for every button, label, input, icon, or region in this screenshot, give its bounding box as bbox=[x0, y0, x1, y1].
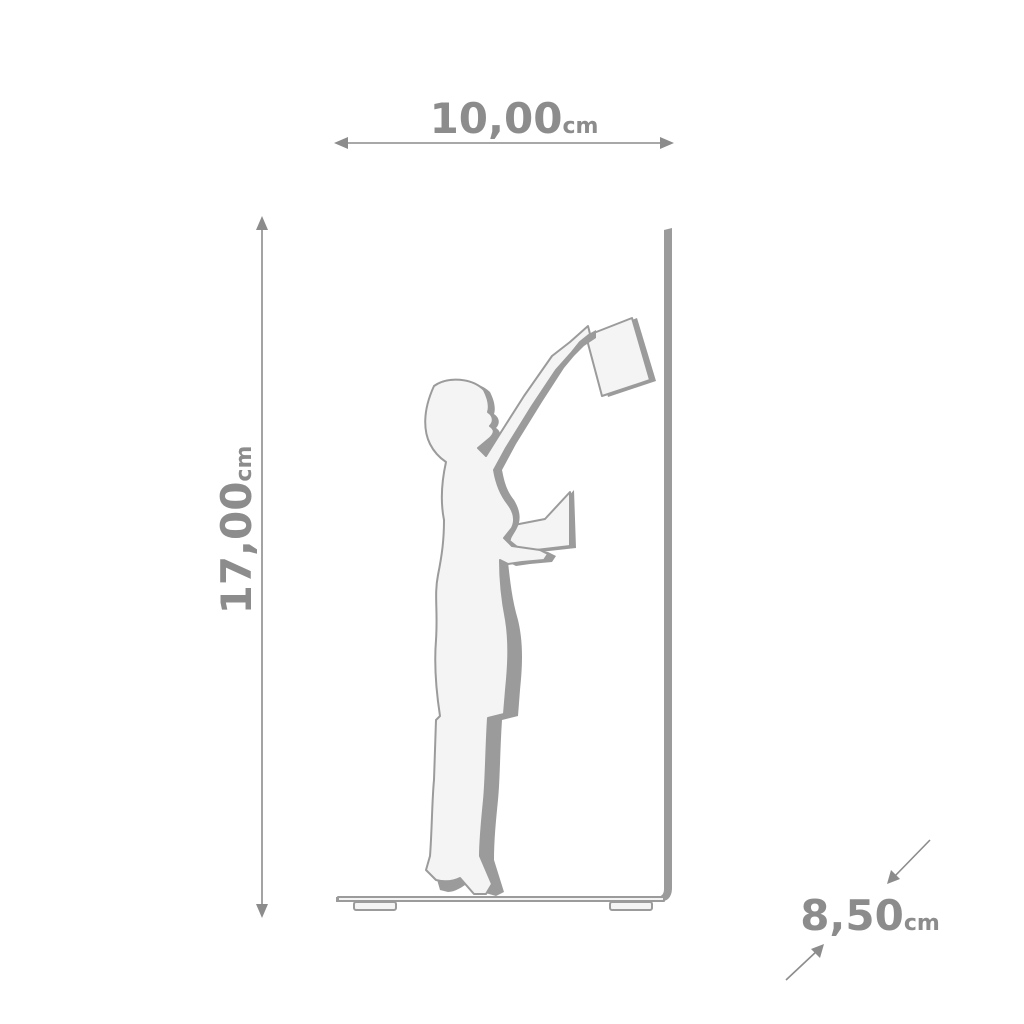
height-value: 17,00 bbox=[212, 482, 261, 615]
bookend-product bbox=[336, 228, 672, 911]
depth-label: 8,50cm bbox=[800, 891, 940, 940]
bookend-foot-left bbox=[353, 901, 397, 911]
falling-book-icon bbox=[585, 317, 656, 397]
width-unit: cm bbox=[562, 114, 598, 139]
falling-book-cover bbox=[585, 317, 651, 397]
width-value: 10,00 bbox=[430, 94, 563, 143]
depth-unit: cm bbox=[904, 911, 940, 936]
depth-arrow-lower-head bbox=[811, 944, 824, 958]
bookend-foot-right bbox=[609, 901, 653, 911]
height-dimension: 17,00cm bbox=[212, 216, 268, 918]
bookend-frame bbox=[336, 228, 672, 911]
height-arrow-bottom bbox=[256, 904, 268, 918]
width-dimension: 10,00cm bbox=[334, 94, 674, 149]
depth-arrow-upper-head bbox=[887, 870, 900, 884]
depth-arrow-lower bbox=[785, 949, 819, 981]
depth-dimension: 8,50cm bbox=[785, 839, 940, 981]
width-arrow-right bbox=[660, 137, 674, 149]
depth-arrow-upper bbox=[892, 839, 931, 879]
woman-silhouette bbox=[424, 325, 591, 895]
height-unit: cm bbox=[232, 446, 257, 482]
height-arrow-top bbox=[256, 216, 268, 230]
width-arrow-left bbox=[334, 137, 348, 149]
depth-value: 8,50 bbox=[800, 891, 904, 940]
height-label: 17,00cm bbox=[212, 446, 261, 615]
width-label: 10,00cm bbox=[430, 94, 599, 143]
bookend-base-plate bbox=[337, 896, 665, 902]
